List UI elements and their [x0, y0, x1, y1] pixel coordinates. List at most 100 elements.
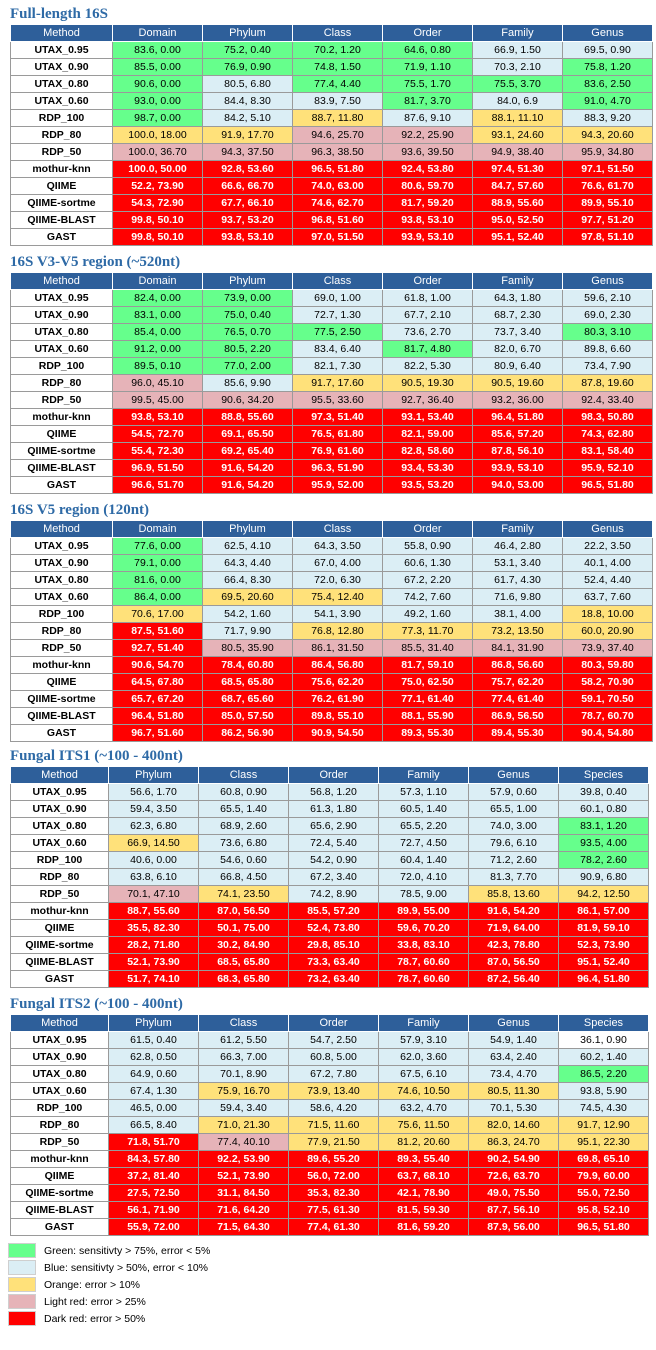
table-section: Fungal ITS2 (~100 - 400nt) Method Phylum Cl… [10, 994, 649, 1236]
value-cell: 80.3, 3.10 [562, 323, 653, 341]
method-cell: RDP_100 [10, 109, 113, 127]
method-cell: RDP_100 [10, 1099, 109, 1117]
value-cell: 71.6, 64.20 [198, 1201, 289, 1219]
value-cell: 84.2, 5.10 [202, 109, 293, 127]
table-row: UTAX_0.80 62.3, 6.80 68.9, 2.60 65.6, 2.90 6… [10, 817, 649, 835]
value-cell: 70.1, 47.10 [108, 885, 199, 903]
column-header: Species [558, 766, 649, 784]
value-cell: 93.4, 53.30 [382, 459, 473, 477]
value-cell: 78.4, 60.80 [202, 656, 293, 674]
value-cell: 88.3, 9.20 [562, 109, 653, 127]
value-cell: 80.5, 11.30 [468, 1082, 559, 1100]
legend-item: Green: sensitivty > 75%, error < 5% [8, 1242, 210, 1259]
value-cell: 96.7, 51.60 [112, 724, 203, 742]
value-cell: 77.4, 4.40 [292, 75, 383, 93]
value-cell: 84.1, 31.90 [472, 639, 563, 657]
value-cell: 88.7, 55.60 [108, 902, 199, 920]
value-cell: 59.1, 70.50 [562, 690, 653, 708]
value-cell: 87.8, 19.60 [562, 374, 653, 392]
value-cell: 67.2, 7.80 [288, 1065, 379, 1083]
section-title: Full-length 16S [10, 6, 108, 22]
value-cell: 52.3, 73.90 [558, 936, 649, 954]
column-header: Method [10, 520, 113, 538]
value-cell: 75.7, 62.20 [472, 673, 563, 691]
value-cell: 75.0, 62.50 [382, 673, 473, 691]
value-cell: 62.3, 6.80 [108, 817, 199, 835]
method-cell: UTAX_0.95 [10, 1031, 109, 1049]
value-cell: 30.2, 84.90 [198, 936, 289, 954]
value-cell: 65.5, 2.20 [378, 817, 469, 835]
table-row: UTAX_0.90 62.8, 0.50 66.3, 7.00 60.8, 5.00 6… [10, 1048, 649, 1066]
table-row: GAST 96.6, 51.70 91.6, 54.20 95.9, 52.00 93.… [10, 476, 653, 494]
table-row: UTAX_0.95 77.6, 0.00 62.5, 4.10 64.3, 3.50 5… [10, 537, 653, 555]
method-cell: UTAX_0.80 [10, 323, 113, 341]
legend-label: Dark red: error > 50% [44, 1312, 146, 1325]
value-cell: 46.4, 2.80 [472, 537, 563, 555]
value-cell: 75.6, 62.20 [292, 673, 383, 691]
value-cell: 73.9, 37.40 [562, 639, 653, 657]
value-cell: 58.2, 70.90 [562, 673, 653, 691]
value-cell: 68.3, 65.80 [198, 970, 289, 988]
table-row: UTAX_0.80 64.9, 0.60 70.1, 8.90 67.2, 7.80 6… [10, 1065, 649, 1083]
value-cell: 67.5, 6.10 [378, 1065, 469, 1083]
value-cell: 85.0, 57.50 [202, 707, 293, 725]
table-section: 16S V5 region (120nt) Method Domain Phylum C… [10, 500, 653, 742]
value-cell: 98.7, 0.00 [112, 109, 203, 127]
value-cell: 96.3, 38.50 [292, 143, 383, 161]
value-cell: 70.1, 8.90 [198, 1065, 289, 1083]
value-cell: 93.1, 24.60 [472, 126, 563, 144]
method-cell: RDP_50 [10, 885, 109, 903]
method-cell: UTAX_0.90 [10, 1048, 109, 1066]
value-cell: 35.5, 82.30 [108, 919, 199, 937]
value-cell: 28.2, 71.80 [108, 936, 199, 954]
table-row: RDP_50 92.7, 51.40 80.5, 35.90 86.1, 31.50 8… [10, 639, 653, 657]
value-cell: 76.6, 61.70 [562, 177, 653, 195]
column-header: Order [288, 766, 379, 784]
table-row: QIIME 52.2, 73.90 66.6, 66.70 74.0, 63.00 80… [10, 177, 653, 195]
value-cell: 90.9, 6.80 [558, 868, 649, 886]
table-row: mothur-knn 93.8, 53.10 88.8, 55.60 97.3, 51… [10, 408, 653, 426]
value-cell: 74.0, 3.00 [468, 817, 559, 835]
method-cell: QIIME-BLAST [10, 211, 113, 229]
value-cell: 69.5, 0.90 [562, 41, 653, 59]
value-cell: 91.0, 4.70 [562, 92, 653, 110]
value-cell: 64.3, 4.40 [202, 554, 293, 572]
table-row: QIIME-BLAST 99.8, 50.10 93.7, 53.20 96.8, 5… [10, 211, 653, 229]
value-cell: 54.6, 0.60 [198, 851, 289, 869]
value-cell: 88.1, 11.10 [472, 109, 563, 127]
column-header: Species [558, 1014, 649, 1032]
value-cell: 96.4, 51.80 [558, 970, 649, 988]
value-cell: 97.7, 51.20 [562, 211, 653, 229]
value-cell: 60.8, 5.00 [288, 1048, 379, 1066]
value-cell: 78.7, 60.70 [562, 707, 653, 725]
method-cell: UTAX_0.95 [10, 537, 113, 555]
method-cell: GAST [10, 970, 109, 988]
value-cell: 67.0, 4.00 [292, 554, 383, 572]
table-row: UTAX_0.80 81.6, 0.00 66.4, 8.30 72.0, 6.30 6… [10, 571, 653, 589]
value-cell: 95.9, 52.10 [562, 459, 653, 477]
value-cell: 89.8, 6.60 [562, 340, 653, 358]
value-cell: 58.6, 4.20 [288, 1099, 379, 1117]
value-cell: 79.9, 60.00 [558, 1167, 649, 1185]
value-cell: 83.6, 2.50 [562, 75, 653, 93]
header-row: Method Domain Phylum Class Order Family Genus [10, 520, 653, 538]
value-cell: 76.5, 0.70 [202, 323, 293, 341]
value-cell: 98.3, 50.80 [562, 408, 653, 426]
column-header: Domain [112, 272, 203, 290]
value-cell: 91.2, 0.00 [112, 340, 203, 358]
value-cell: 65.7, 67.20 [112, 690, 203, 708]
table-row: RDP_80 100.0, 18.00 91.9, 17.70 94.6, 25.70… [10, 126, 653, 144]
value-cell: 67.2, 2.20 [382, 571, 473, 589]
value-cell: 50.1, 75.00 [198, 919, 289, 937]
value-cell: 85.5, 57.20 [288, 902, 379, 920]
value-cell: 71.9, 1.10 [382, 58, 473, 76]
value-cell: 75.9, 16.70 [198, 1082, 289, 1100]
section-title: Fungal ITS2 (~100 - 400nt) [10, 996, 183, 1012]
value-cell: 96.5, 51.80 [292, 160, 383, 178]
value-cell: 71.0, 21.30 [198, 1116, 289, 1134]
color-legend: Green: sensitivty > 75%, error < 5% Blue:… [8, 1242, 210, 1327]
value-cell: 80.3, 59.80 [562, 656, 653, 674]
method-cell: UTAX_0.80 [10, 75, 113, 93]
table-row: RDP_50 100.0, 36.70 94.3, 37.50 96.3, 38.50… [10, 143, 653, 161]
column-header: Family [472, 520, 563, 538]
